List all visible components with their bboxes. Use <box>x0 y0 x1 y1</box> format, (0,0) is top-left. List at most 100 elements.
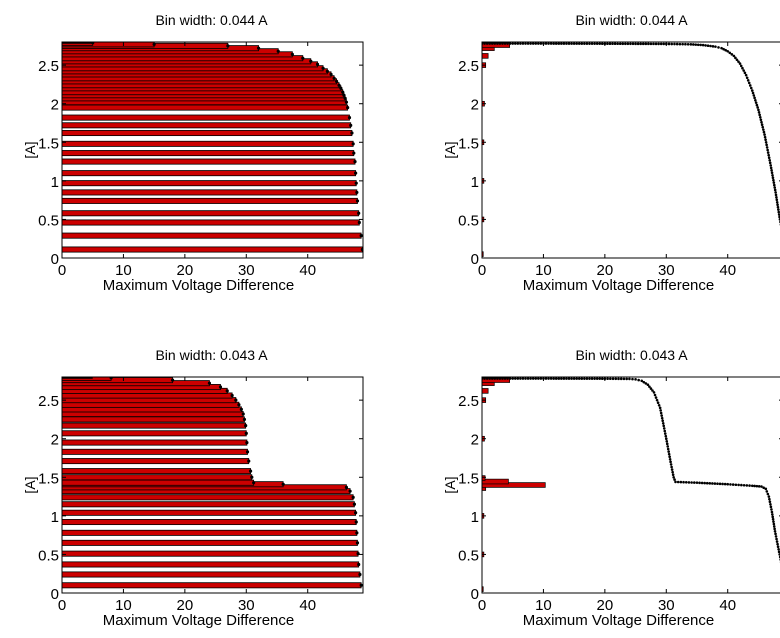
curve-point <box>657 403 661 407</box>
curve-point <box>351 142 355 146</box>
curve-point <box>667 452 671 456</box>
y-tick-label: 0.5 <box>38 547 59 564</box>
y-tick-label: 2.5 <box>458 393 479 410</box>
histogram-bar <box>62 474 253 481</box>
histogram-bar <box>62 170 357 177</box>
curve-point <box>721 482 724 486</box>
curve-point <box>616 42 619 46</box>
curve-point <box>651 389 654 392</box>
x-tick-label: 30 <box>658 597 675 614</box>
curve-point <box>737 483 740 487</box>
curve-point <box>731 483 735 486</box>
x-tick-label: 40 <box>719 597 736 614</box>
curve-series <box>109 377 363 587</box>
histogram-bar <box>62 232 362 239</box>
histogram-bar <box>62 422 247 429</box>
curve-point <box>672 475 675 479</box>
curve-point <box>666 445 670 448</box>
curve-point <box>590 42 594 45</box>
curve-point <box>644 382 648 385</box>
curve-point <box>774 191 777 194</box>
curve-point <box>664 434 668 438</box>
curve-point <box>526 42 530 45</box>
y-tick-label: 2 <box>471 97 479 114</box>
curve-point <box>777 550 780 554</box>
axes-box <box>61 41 364 259</box>
curve-point <box>695 481 699 484</box>
curve-point <box>503 377 507 380</box>
curve-point <box>720 46 723 50</box>
curve-point <box>354 171 358 175</box>
curve-point <box>726 482 730 486</box>
curve-point <box>711 45 715 48</box>
curve-point <box>669 460 672 464</box>
curve-point <box>355 531 359 535</box>
curve-point <box>684 42 687 46</box>
curve-series <box>91 42 363 252</box>
curve-point <box>609 377 612 381</box>
curve-point <box>750 484 754 488</box>
curve-point <box>226 44 230 48</box>
curve-point <box>689 43 693 46</box>
curve-point <box>498 42 502 45</box>
curve-point <box>771 513 774 516</box>
curve-point <box>740 483 743 487</box>
curve-point <box>652 391 656 394</box>
histogram-bar <box>62 189 358 196</box>
curve-point <box>658 406 662 410</box>
curve-point <box>524 377 527 380</box>
curve-point <box>673 42 676 46</box>
curve-point <box>325 69 329 73</box>
curve-point <box>752 94 756 97</box>
curve-point <box>728 51 732 55</box>
curve-point <box>770 171 774 175</box>
curve-point <box>321 66 325 70</box>
y-axis-label: [A] <box>442 141 458 158</box>
curve-point <box>503 42 507 45</box>
curve-point <box>669 463 673 466</box>
curve-point <box>493 377 497 380</box>
curve-point <box>670 42 674 46</box>
curve-point <box>760 485 763 488</box>
curve-point <box>722 47 725 51</box>
axes-box <box>481 376 780 594</box>
curve-point <box>485 377 489 380</box>
histogram-bar <box>62 501 355 508</box>
curve-point <box>772 183 776 187</box>
curve-point <box>678 42 682 46</box>
histogram-bar <box>482 377 510 383</box>
histogram-bar <box>62 529 358 536</box>
chart-panel-1: 0 10 20 30 40 0 0.5 1 1.5 2 2.5 Bin width: 0.044 A M… <box>22 12 364 294</box>
x-tick-label: 40 <box>299 597 316 614</box>
curve-point <box>626 42 630 46</box>
curve-point <box>716 482 719 486</box>
curve-point <box>670 468 674 471</box>
curve-point <box>339 86 343 90</box>
curve-point <box>776 542 779 546</box>
curve-point <box>738 62 742 65</box>
curve-point <box>593 377 596 380</box>
curve-point <box>706 44 710 48</box>
histogram-bar <box>62 140 354 147</box>
histogram-bar <box>62 130 353 137</box>
curve-point <box>346 105 350 110</box>
curve-point <box>496 377 499 380</box>
curve-point <box>704 44 707 47</box>
curve-point <box>534 42 538 45</box>
x-tick-label: 30 <box>238 597 255 614</box>
axes-box <box>61 376 364 594</box>
curve-point <box>664 437 668 441</box>
curve-point <box>352 151 356 155</box>
curve-point <box>600 42 604 45</box>
curve-point <box>562 42 566 45</box>
histogram-bar <box>62 246 363 253</box>
curve-point <box>760 120 763 124</box>
curve-point <box>762 130 766 134</box>
histogram-bar <box>62 550 359 557</box>
curve-point <box>352 502 356 506</box>
curve-point <box>490 42 494 45</box>
curve-point <box>350 131 354 135</box>
curve-point <box>655 398 659 402</box>
curve-point <box>501 42 504 45</box>
curve-point <box>773 186 777 189</box>
